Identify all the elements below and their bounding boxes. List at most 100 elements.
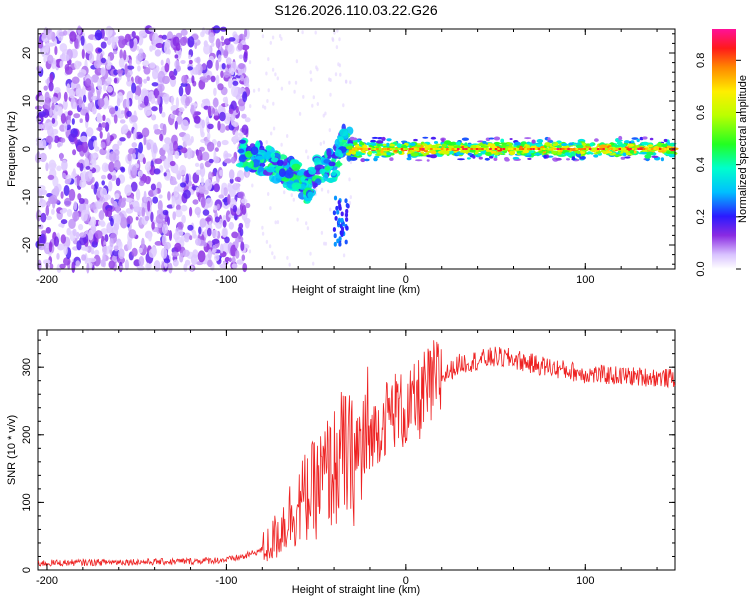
heatmap-cell <box>88 53 95 64</box>
heatmap-cell <box>126 208 131 214</box>
heatmap-cell <box>312 261 315 266</box>
heatmap-cell <box>152 142 157 154</box>
heatmap-cell <box>292 197 295 202</box>
heatmap-cell <box>59 263 66 269</box>
heatmap-cell <box>422 136 429 139</box>
x-tick-label: 0 <box>403 575 409 587</box>
heatmap-cell <box>580 156 586 160</box>
heatmap-cell <box>634 148 638 150</box>
heatmap-cell <box>567 148 570 150</box>
heatmap-cell <box>127 153 132 162</box>
heatmap-cell <box>315 65 318 70</box>
heatmap-cell <box>224 236 230 244</box>
heatmap-cell <box>212 248 217 253</box>
heatmap-cell <box>94 29 103 41</box>
heatmap-cell <box>400 148 403 150</box>
heatmap-cell <box>231 263 238 269</box>
heatmap-cell <box>448 141 453 146</box>
heatmap-cell <box>118 35 125 40</box>
heatmap-cell <box>205 197 213 208</box>
heatmap-cell <box>227 78 233 89</box>
heatmap-cell <box>123 49 127 61</box>
heatmap-cell <box>53 236 60 247</box>
heatmap-cell <box>126 65 135 70</box>
heatmap-cell <box>206 141 215 152</box>
heatmap-cell <box>466 157 471 160</box>
heatmap-cell <box>301 30 304 35</box>
heatmap-cell <box>508 150 516 156</box>
heatmap-cell <box>113 77 118 84</box>
heatmap-cell <box>220 35 224 41</box>
heatmap-cell <box>48 241 53 253</box>
heatmap-cell <box>157 94 161 105</box>
heatmap-cell <box>175 168 179 175</box>
heatmap-cell <box>182 249 190 257</box>
heatmap-cell <box>112 143 120 152</box>
heatmap-cell <box>178 111 182 118</box>
heatmap-cell <box>131 142 138 148</box>
heatmap-cell <box>463 145 468 149</box>
heatmap-cell <box>196 56 201 64</box>
heatmap-cell <box>359 142 365 146</box>
heatmap-cell <box>393 149 398 153</box>
heatmap-cell <box>180 147 188 154</box>
heatmap-cell <box>294 80 298 85</box>
heatmap-cell <box>217 54 222 63</box>
heatmap-cell <box>352 148 355 150</box>
heatmap-cell <box>559 148 562 150</box>
heatmap-cell <box>116 97 121 107</box>
heatmap-cell <box>189 206 193 217</box>
heatmap-cell <box>288 80 291 85</box>
heatmap-cell <box>244 150 253 158</box>
heatmap-cell <box>438 146 442 149</box>
heatmap-cell <box>502 148 506 150</box>
heatmap-cell <box>196 149 203 162</box>
heatmap-cell <box>462 148 465 150</box>
heatmap-cell <box>108 180 113 192</box>
heatmap-cell <box>146 76 150 81</box>
heatmap-cell <box>77 25 82 35</box>
heatmap-cell <box>126 79 133 87</box>
heatmap-cell <box>384 148 387 150</box>
heatmap-cell <box>117 140 123 146</box>
heatmap-cell <box>54 45 58 56</box>
heatmap-cell <box>214 216 220 223</box>
heatmap-cell <box>38 95 45 106</box>
heatmap-cell <box>593 154 599 158</box>
heatmap-cell <box>63 257 71 266</box>
heatmap-cell <box>90 249 95 255</box>
heatmap-cell <box>44 91 50 101</box>
heatmap-cell <box>169 142 174 152</box>
heatmap-cell <box>173 186 179 198</box>
heatmap-cell <box>34 105 43 110</box>
heatmap-cell <box>58 223 65 228</box>
heatmap-cell <box>191 75 195 84</box>
heatmap-cell <box>215 74 220 87</box>
heatmap-cell <box>146 142 151 151</box>
heatmap-cell <box>493 136 501 141</box>
heatmap-cell <box>40 212 47 223</box>
heatmap-cell <box>183 189 191 199</box>
heatmap-cell <box>658 148 662 150</box>
heatmap-cell <box>109 151 117 163</box>
heatmap-cell <box>224 256 230 262</box>
heatmap-cell <box>214 147 219 152</box>
heatmap-cell <box>180 60 186 64</box>
heatmap-cell <box>208 158 214 164</box>
heatmap-cell <box>349 195 352 200</box>
heatmap-cell <box>642 136 648 140</box>
heatmap-cell <box>143 67 151 75</box>
heatmap-cell <box>133 128 137 141</box>
heatmap-cell <box>85 112 90 123</box>
heatmap-cell <box>410 152 419 157</box>
heatmap-cell <box>524 148 527 150</box>
heatmap-cell <box>204 179 213 191</box>
heatmap-cell <box>378 148 382 150</box>
heatmap-cell <box>340 217 344 223</box>
heatmap-cell <box>389 143 396 147</box>
heatmap-cell <box>90 82 95 92</box>
heatmap-cell <box>172 211 176 221</box>
heatmap-cell <box>143 78 148 84</box>
heatmap-cell <box>556 148 560 150</box>
heatmap-cell <box>640 148 643 150</box>
